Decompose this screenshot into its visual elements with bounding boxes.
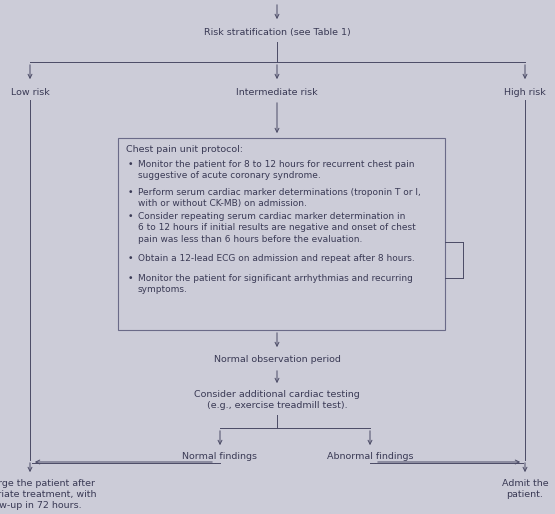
Text: Perform serum cardiac marker determinations (troponin T or I,
with or without CK: Perform serum cardiac marker determinati… <box>138 188 421 209</box>
Text: •: • <box>128 274 134 283</box>
Text: High risk: High risk <box>504 88 546 97</box>
Text: Consider additional cardiac testing
(e.g., exercise treadmill test).: Consider additional cardiac testing (e.g… <box>194 390 360 411</box>
Text: Abnormal findings: Abnormal findings <box>327 452 413 461</box>
Text: Normal observation period: Normal observation period <box>214 355 340 364</box>
Text: •: • <box>128 212 134 221</box>
Text: Chest pain unit protocol:: Chest pain unit protocol: <box>126 145 243 154</box>
Text: Obtain a 12-lead ECG on admission and repeat after 8 hours.: Obtain a 12-lead ECG on admission and re… <box>138 254 415 263</box>
Text: Consider repeating serum cardiac marker determination in
6 to 12 hours if initia: Consider repeating serum cardiac marker … <box>138 212 416 244</box>
Text: •: • <box>128 188 134 197</box>
Text: •: • <box>128 254 134 263</box>
Text: Intermediate risk: Intermediate risk <box>236 88 318 97</box>
FancyBboxPatch shape <box>118 138 445 330</box>
Text: •: • <box>128 160 134 169</box>
Text: Normal findings: Normal findings <box>183 452 258 461</box>
Text: Low risk: Low risk <box>11 88 49 97</box>
Text: Discharge the patient after
appropriate treatment, with
follow-up in 72 hours.: Discharge the patient after appropriate … <box>0 479 96 510</box>
Text: Admit the
patient.: Admit the patient. <box>502 479 548 499</box>
Text: Monitor the patient for significant arrhythmias and recurring
symptoms.: Monitor the patient for significant arrh… <box>138 274 413 295</box>
Text: Risk stratification (see Table 1): Risk stratification (see Table 1) <box>204 28 350 37</box>
Text: Monitor the patient for 8 to 12 hours for recurrent chest pain
suggestive of acu: Monitor the patient for 8 to 12 hours fo… <box>138 160 415 180</box>
